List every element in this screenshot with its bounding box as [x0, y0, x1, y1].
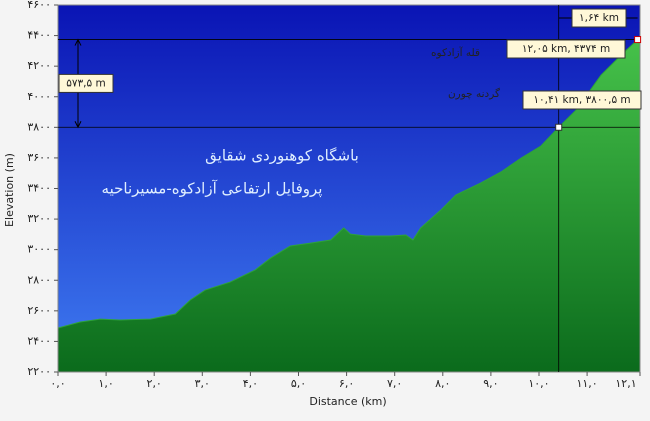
y-tick-label: ۴۰۰۰: [27, 90, 51, 103]
x-tick-label: ۱,۰: [98, 377, 113, 390]
arrow-head: [74, 38, 82, 129]
y-tick-label: ۳۶۰۰: [27, 151, 51, 164]
y-axis-label: Elevation (m): [3, 153, 16, 227]
y-tick-label: ۳۰۰۰: [27, 243, 51, 256]
label-box: [58, 73, 114, 93]
x-tick-label: ۴,۰: [243, 377, 258, 390]
x-tick-label: ۶,۰: [339, 377, 354, 390]
y-tick-label: ۴۲۰۰: [27, 59, 51, 72]
y-tick-label: ۲۲۰۰: [27, 365, 51, 378]
subtitle: باشگاه کوهنوردی شقایق: [205, 147, 359, 165]
y-tick-label: ۳۲۰۰: [27, 212, 51, 225]
label-box: [571, 8, 627, 28]
x-tick-label: ۹,۰: [483, 377, 498, 390]
chart-title: پروفایل ارتفاعی آزادکوه-مسیرناحیه: [102, 180, 323, 199]
y-tick-label: ۴۶۰۰: [27, 0, 51, 11]
y-tick-label: ۲۴۰۰: [27, 334, 51, 347]
y-tick-label: ۲۸۰۰: [27, 273, 51, 286]
y-tick-label: ۲۶۰۰: [27, 304, 51, 317]
marker-point: [634, 36, 642, 44]
run-label: ۱,۶۴ km: [579, 12, 619, 24]
rise-label: ۵۷۳,۵ m: [66, 77, 105, 89]
marker-name: قله آزادکوه: [431, 46, 480, 59]
marker-label: ۱۲,۰۵ km, ۴۳۷۴ m: [522, 43, 610, 55]
x-tick-label: ۵,۰: [291, 377, 306, 390]
x-tick-label: ۲,۰: [147, 377, 162, 390]
y-tick-label: ۳۸۰۰: [27, 120, 51, 133]
x-tick-label: ۸,۰: [435, 377, 450, 390]
marker-name: گردنه چورن: [448, 87, 500, 100]
y-tick-label: ۳۴۰۰: [27, 182, 51, 195]
x-tick-label: ۱۰,۰: [528, 377, 549, 390]
x-tick-label: ۳,۰: [195, 377, 210, 390]
marker-point: [555, 123, 563, 131]
marker-label: ۱۰,۴۱ km, ۳۸۰۰,۵ m: [533, 94, 630, 106]
elevation-area: [57, 36, 641, 373]
x-tick-label: ۰,۰: [50, 377, 65, 390]
label-box: [522, 90, 642, 110]
x-tick-label: ۱۱,۰: [576, 377, 597, 390]
x-tick-label: ۷,۰: [387, 377, 402, 390]
x-tick-label: ۱۲,۱: [615, 377, 636, 390]
x-axis-label: Distance (km): [309, 395, 386, 408]
y-tick-label: ۴۴۰۰: [27, 29, 51, 42]
label-box: [506, 39, 626, 59]
